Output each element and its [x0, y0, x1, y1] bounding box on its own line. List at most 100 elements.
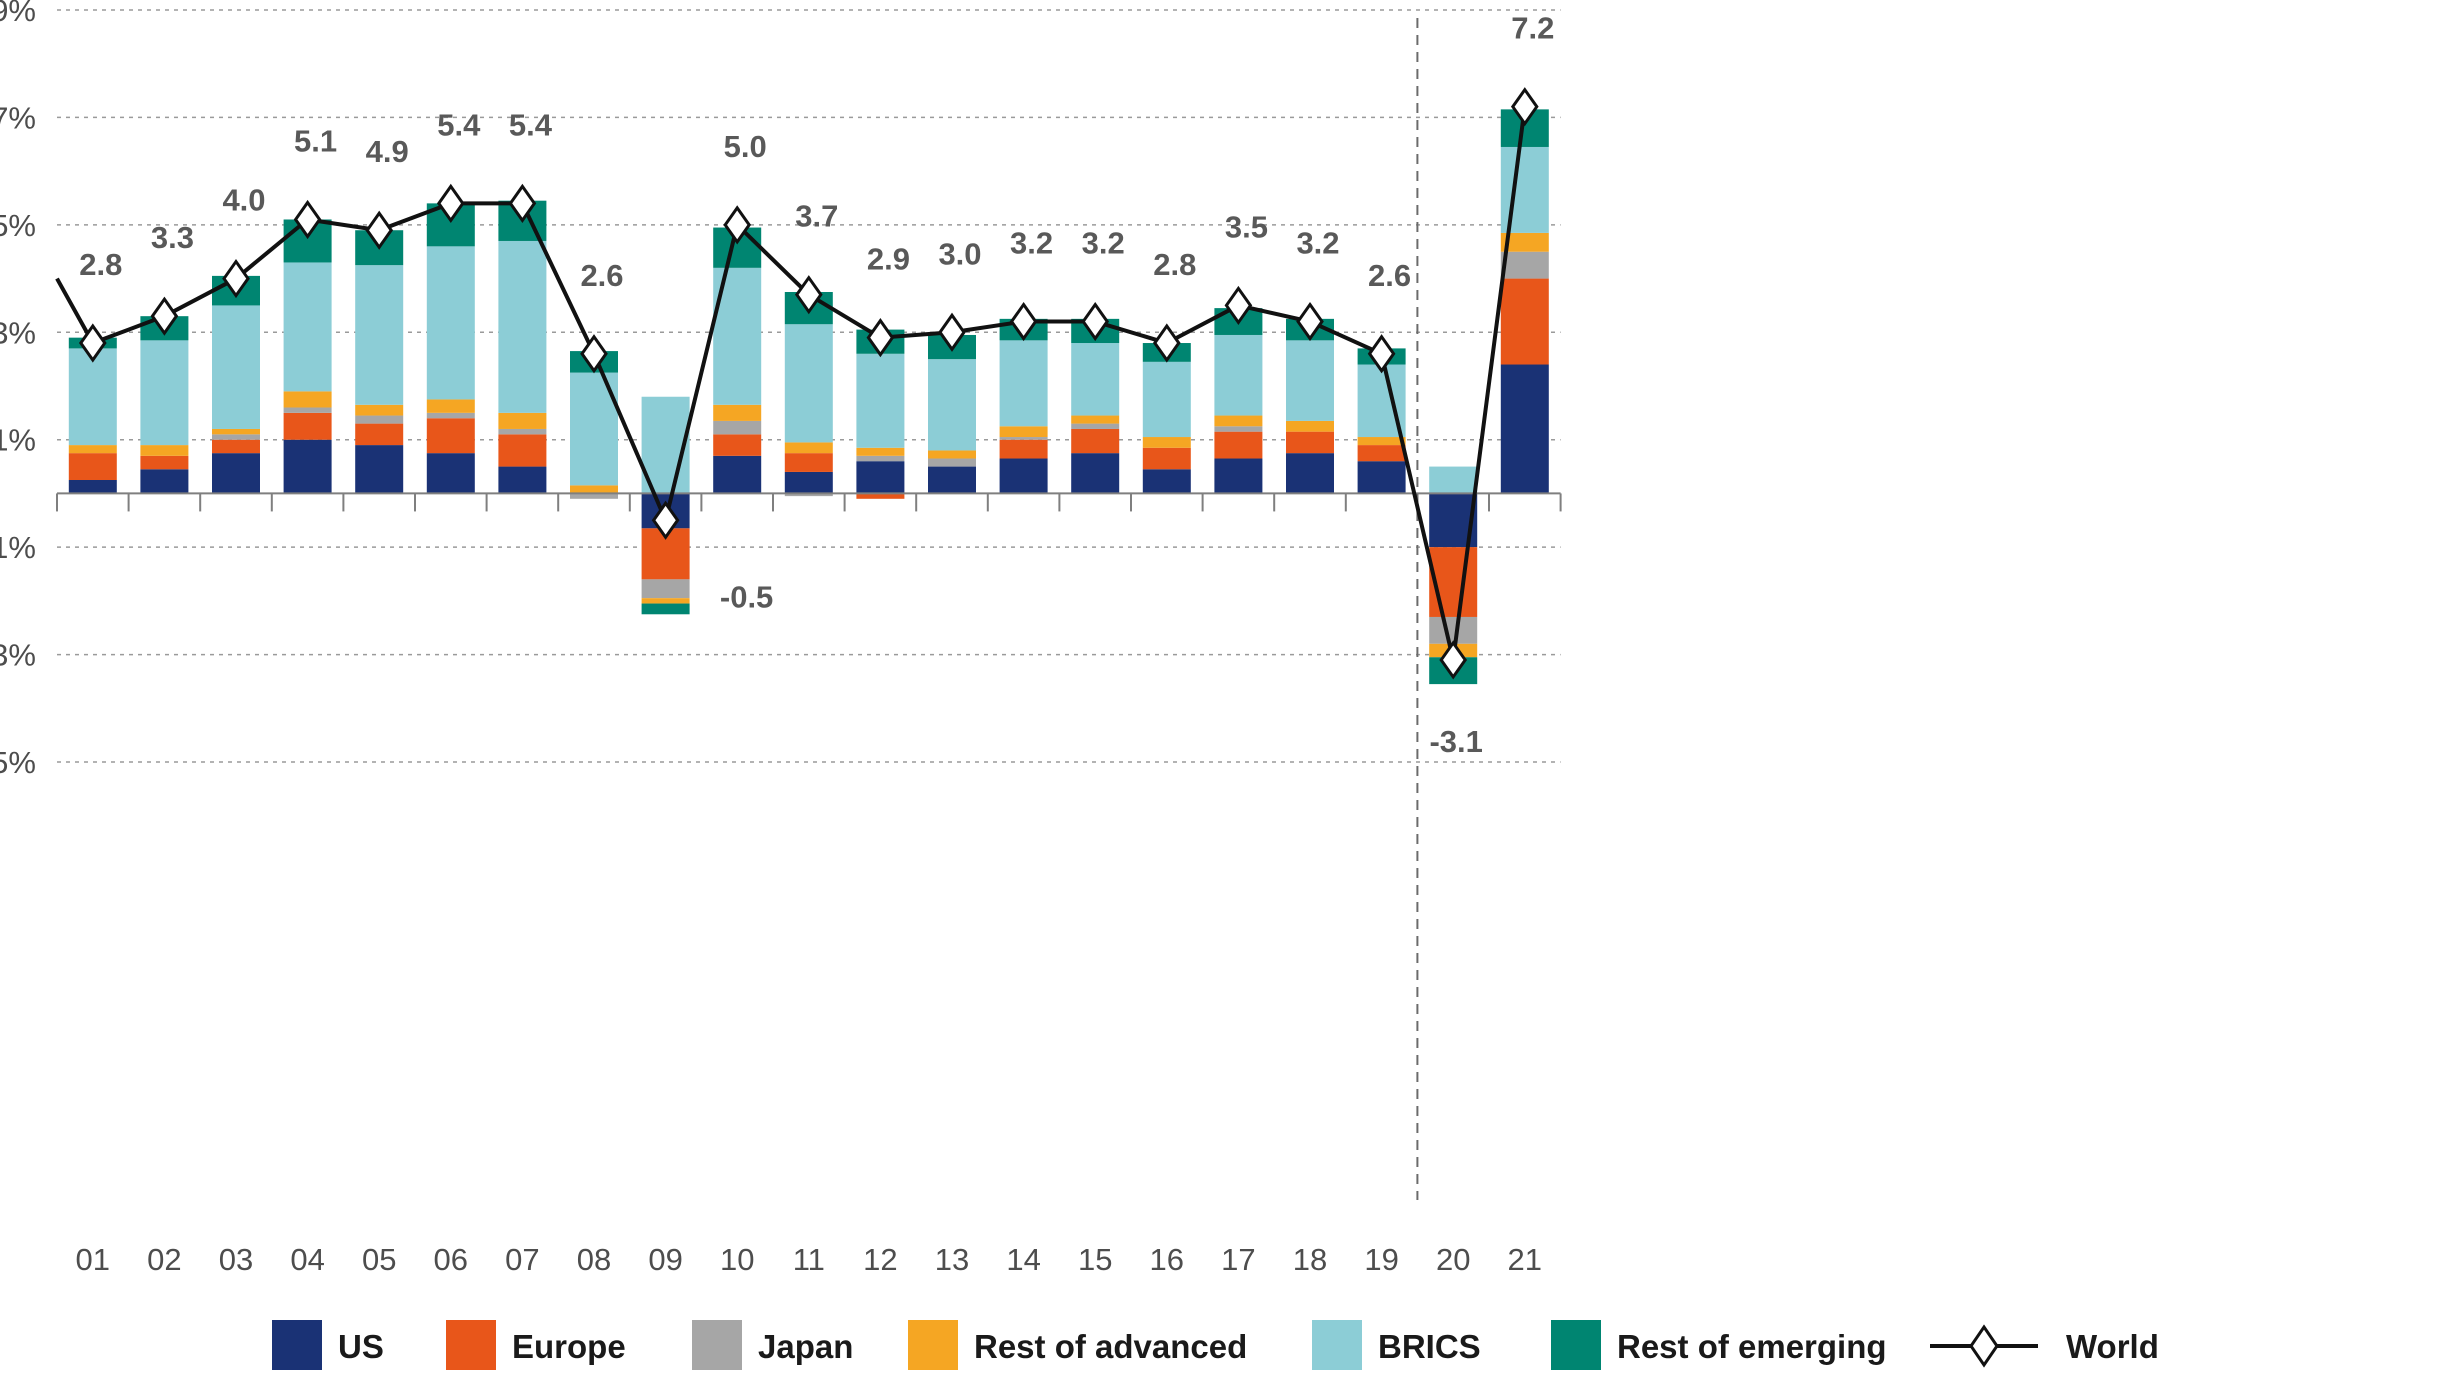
bar-segment-rest-of-advanced: [999, 426, 1048, 438]
bar-segment-brics: [355, 265, 404, 405]
bar-segment-rest-of-advanced: [570, 485, 618, 494]
bar-segment-brics: [212, 305, 260, 429]
world-value-label: 2.9: [867, 242, 910, 277]
x-tick-label: 09: [648, 1242, 682, 1277]
x-tick-label: 20: [1436, 1242, 1470, 1277]
bar-segment-us: [498, 466, 547, 494]
legend-label-europe: Europe: [512, 1328, 626, 1365]
bar-segment-brics: [1214, 334, 1263, 416]
x-tick-label: 16: [1150, 1242, 1184, 1277]
bar-segment-rest-of-advanced: [1357, 437, 1406, 446]
bar-segment-europe: [68, 453, 117, 480]
world-marker: [1009, 301, 1038, 342]
bar-segment-rest-of-advanced: [784, 442, 833, 454]
bar-segment-europe: [355, 423, 404, 446]
y-tick-label: 7%: [0, 100, 36, 135]
y-tick-label: 9%: [0, 0, 36, 28]
bar-segment-us: [1071, 453, 1120, 494]
bar-segment-us: [283, 439, 332, 494]
x-tick-label: 02: [147, 1242, 181, 1277]
legend-label-world: World: [2066, 1328, 2159, 1365]
world-marker: [1081, 301, 1110, 342]
world-value-label: 5.4: [509, 107, 553, 142]
bar-segment-brics: [856, 353, 905, 448]
world-value-label: 2.8: [1153, 247, 1196, 282]
world-value-label: 7.2: [1511, 11, 1554, 46]
bar-segment-us: [140, 469, 189, 494]
legend-swatch-us: [272, 1320, 322, 1370]
world-marker: [436, 183, 465, 223]
x-tick-label: 18: [1293, 1242, 1327, 1277]
world-value-label: 3.5: [1225, 209, 1268, 244]
bar-segment-us: [1357, 461, 1406, 494]
bar-segment-europe: [856, 493, 905, 499]
bar-segment-japan: [212, 434, 260, 440]
legend-world-marker: [1969, 1324, 1999, 1368]
world-value-label: 3.2: [1010, 226, 1053, 261]
x-tick-label: 03: [219, 1242, 253, 1277]
bar-segment-brics: [1286, 340, 1334, 421]
world-marker: [78, 323, 107, 363]
bar-segment-rest-of-advanced: [68, 445, 117, 454]
bar-segment-rest-of-advanced: [140, 445, 189, 456]
bar-segment-japan: [784, 493, 833, 497]
bar-segment-rest-of-advanced: [1142, 437, 1191, 448]
bar-segment-rest-of-advanced: [212, 428, 260, 435]
bar-segment-europe: [1429, 547, 1478, 617]
world-marker: [794, 275, 823, 315]
world-marker: [1367, 334, 1396, 374]
world-value-label: 3.7: [795, 199, 838, 234]
world-marker: [150, 296, 179, 336]
world-value-label: 2.8: [79, 247, 122, 282]
bar-segment-brics: [140, 340, 189, 446]
bar-segment-brics: [1429, 466, 1478, 494]
x-tick-label: 13: [935, 1242, 969, 1277]
bar-segment-us: [212, 453, 260, 494]
x-tick-label: 19: [1364, 1242, 1398, 1277]
world-marker: [1510, 87, 1539, 127]
y-tick-label: 5%: [0, 208, 36, 243]
world-value-label: 3.0: [938, 236, 981, 271]
bar-segment-brics: [283, 262, 332, 392]
bar-segment-rest-of-advanced: [426, 399, 475, 413]
legend-label-japan: Japan: [758, 1328, 853, 1365]
world-value-label: 3.2: [1082, 226, 1125, 261]
bar-segment-us: [1142, 469, 1191, 494]
bar-segment-rest-of-advanced: [713, 404, 762, 421]
world-marker: [1296, 301, 1324, 342]
world-marker: [1152, 323, 1181, 363]
y-tick-label: 1%: [0, 423, 36, 458]
bar-segment-japan: [1500, 251, 1549, 279]
world-value-label: 3.3: [151, 220, 194, 255]
bar-segment-brics: [928, 359, 976, 451]
x-tick-label: 04: [290, 1242, 324, 1277]
world-value-label: -3.1: [1429, 724, 1482, 759]
bar-segment-europe: [1071, 428, 1120, 454]
bar-segment-rest-of-advanced: [1071, 415, 1120, 424]
x-tick-label: 05: [362, 1242, 396, 1277]
bar-segment-japan: [928, 458, 976, 467]
x-tick-label: 21: [1508, 1242, 1542, 1277]
world-marker: [1224, 285, 1253, 326]
world-value-label: 4.9: [366, 134, 409, 169]
world-marker: [723, 205, 752, 245]
legend-swatch-rest-of-advanced: [908, 1320, 958, 1370]
bar-segment-rest-of-advanced: [1214, 415, 1263, 427]
world-value-label: 3.2: [1296, 226, 1339, 261]
x-tick-label: 06: [434, 1242, 468, 1277]
bar-segment-us: [1500, 364, 1549, 494]
y-tick-label: -5%: [0, 745, 36, 780]
bar-segment-japan: [498, 428, 547, 435]
x-tick-label: 12: [863, 1242, 897, 1277]
bar-segment-europe: [713, 434, 762, 456]
bar-segment-rest-of-advanced: [1286, 420, 1334, 432]
world-value-label: 4.0: [222, 183, 265, 218]
world-value-label: -0.5: [720, 579, 773, 614]
bar-segment-us: [355, 445, 404, 494]
legend-label-rest-of-emerging: Rest of emerging: [1617, 1328, 1887, 1365]
bar-segment-brics: [498, 240, 547, 413]
y-tick-label: 3%: [0, 315, 36, 350]
bar-segment-europe: [1214, 431, 1263, 459]
x-tick-label: 17: [1221, 1242, 1255, 1277]
